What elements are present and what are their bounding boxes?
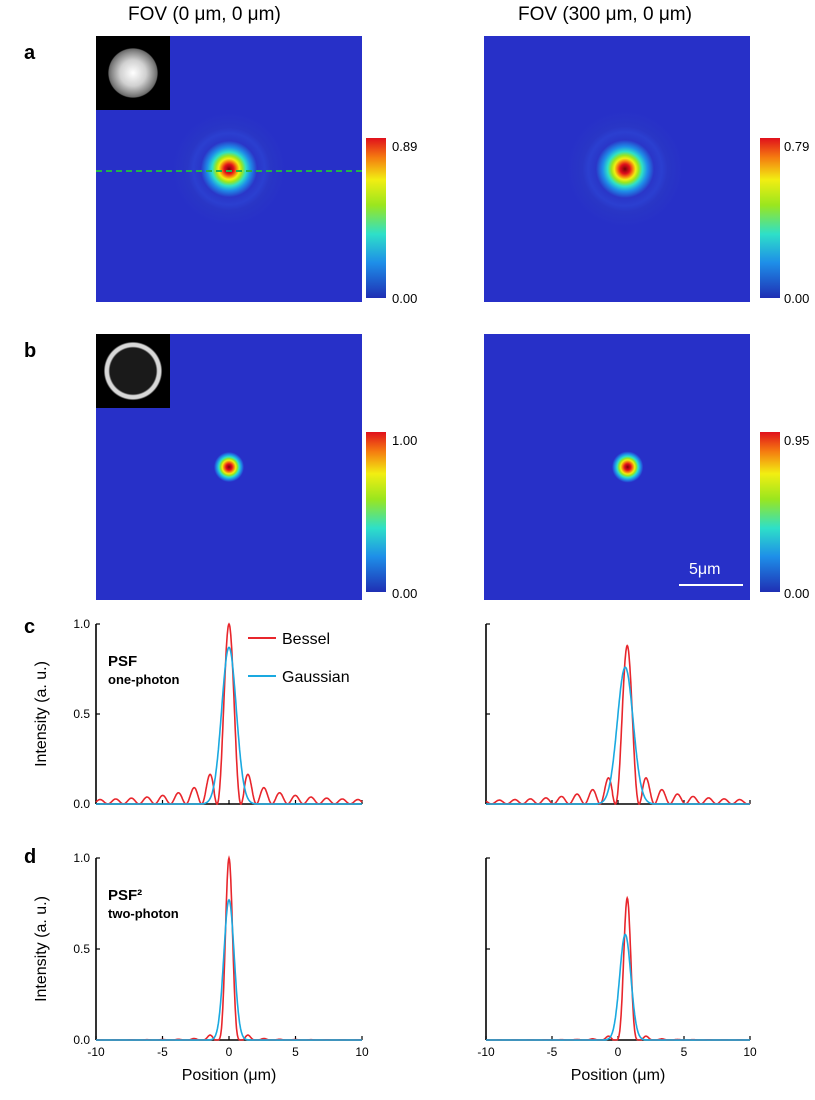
heatmap-b-right: 5μm — [484, 334, 750, 600]
pupil-inset-annulus — [96, 334, 170, 408]
plot-d-right: -10 -5 0 5 10 Position (μm) — [477, 857, 757, 1084]
series-gaussian — [486, 666, 750, 805]
colorbar-a-left-max: 0.89 — [392, 139, 418, 154]
plot-d-left: 0.0 0.5 1.0 -10 -5 0 5 10 Intensity (a. u.) Posit… — [33, 851, 369, 1084]
y-tick-label: 0.0 — [73, 1033, 90, 1047]
panel-letter-b: b — [24, 340, 37, 362]
y-tick-label: 0.0 — [73, 797, 90, 811]
series-bessel — [96, 855, 362, 1041]
x-axis-label: Position (μm) — [571, 1067, 666, 1084]
colorbar-b-right — [760, 432, 780, 592]
colorbar-b-left-max: 1.00 — [392, 433, 418, 448]
legend-label-bessel: Bessel — [282, 631, 330, 648]
x-tick-label: 5 — [292, 1045, 299, 1059]
plot-annotation-main: PSF — [108, 653, 137, 670]
colorbar-b-right-min: 0.00 — [784, 586, 810, 601]
series-gaussian — [96, 646, 362, 805]
column-title-left: FOV (0 μm, 0 μm) — [128, 4, 281, 25]
line-profile-guide — [96, 170, 362, 172]
plot-annotation-sub: two-photon — [108, 906, 179, 921]
y-tick-label: 0.5 — [73, 942, 90, 956]
plot-c-right — [485, 623, 751, 806]
scale-bar — [679, 584, 743, 586]
y-axis-label: Intensity (a. u.) — [33, 896, 50, 1002]
panel-letter-c: c — [24, 616, 36, 638]
series-gaussian — [96, 898, 362, 1041]
heatmap-a-left — [96, 36, 362, 302]
series-bessel — [95, 622, 363, 806]
y-tick-label: 1.0 — [73, 617, 90, 631]
heatmap-b-left — [96, 334, 362, 600]
y-tick-label: 0.5 — [73, 707, 90, 721]
x-tick-label: -10 — [477, 1045, 495, 1059]
pupil-inset-aperture — [96, 36, 170, 110]
x-tick-label: -10 — [87, 1045, 105, 1059]
x-axis-label: Position (μm) — [182, 1067, 277, 1084]
colorbar-b-right-max: 0.95 — [784, 433, 810, 448]
series-gaussian — [486, 933, 750, 1041]
scale-bar-label: 5μm — [689, 561, 721, 578]
x-tick-label: 10 — [743, 1045, 757, 1059]
panel-letter-a: a — [24, 42, 36, 64]
x-tick-label: -5 — [547, 1045, 558, 1059]
colorbar-a-left — [366, 138, 386, 298]
plot-annotation-sub: one-photon — [108, 672, 180, 687]
x-tick-label: 0 — [226, 1045, 233, 1059]
x-tick-label: 5 — [681, 1045, 688, 1059]
colorbar-a-right-max: 0.79 — [784, 139, 810, 154]
series-bessel — [485, 644, 751, 806]
colorbar-b-left — [366, 432, 386, 592]
x-tick-label: 0 — [615, 1045, 622, 1059]
y-tick-label: 1.0 — [73, 851, 90, 865]
column-title-right: FOV (300 μm, 0 μm) — [518, 4, 692, 25]
y-axis-label: Intensity (a. u.) — [33, 661, 50, 767]
colorbar-a-right — [760, 138, 780, 298]
series-bessel — [486, 895, 750, 1041]
colorbar-a-left-min: 0.00 — [392, 291, 418, 306]
colorbar-b-left-min: 0.00 — [392, 586, 418, 601]
plot-c-left: 0.0 0.5 1.0 Intensity (a. u.) PSF one-photon B… — [33, 617, 363, 811]
heatmap-a-right — [484, 36, 750, 302]
plot-annotation-main: PSF² — [108, 887, 142, 904]
legend-label-gaussian: Gaussian — [282, 669, 350, 686]
panel-letter-d: d — [24, 846, 37, 868]
colorbar-a-right-min: 0.00 — [784, 291, 810, 306]
x-tick-label: 10 — [355, 1045, 369, 1059]
x-tick-label: -5 — [157, 1045, 168, 1059]
